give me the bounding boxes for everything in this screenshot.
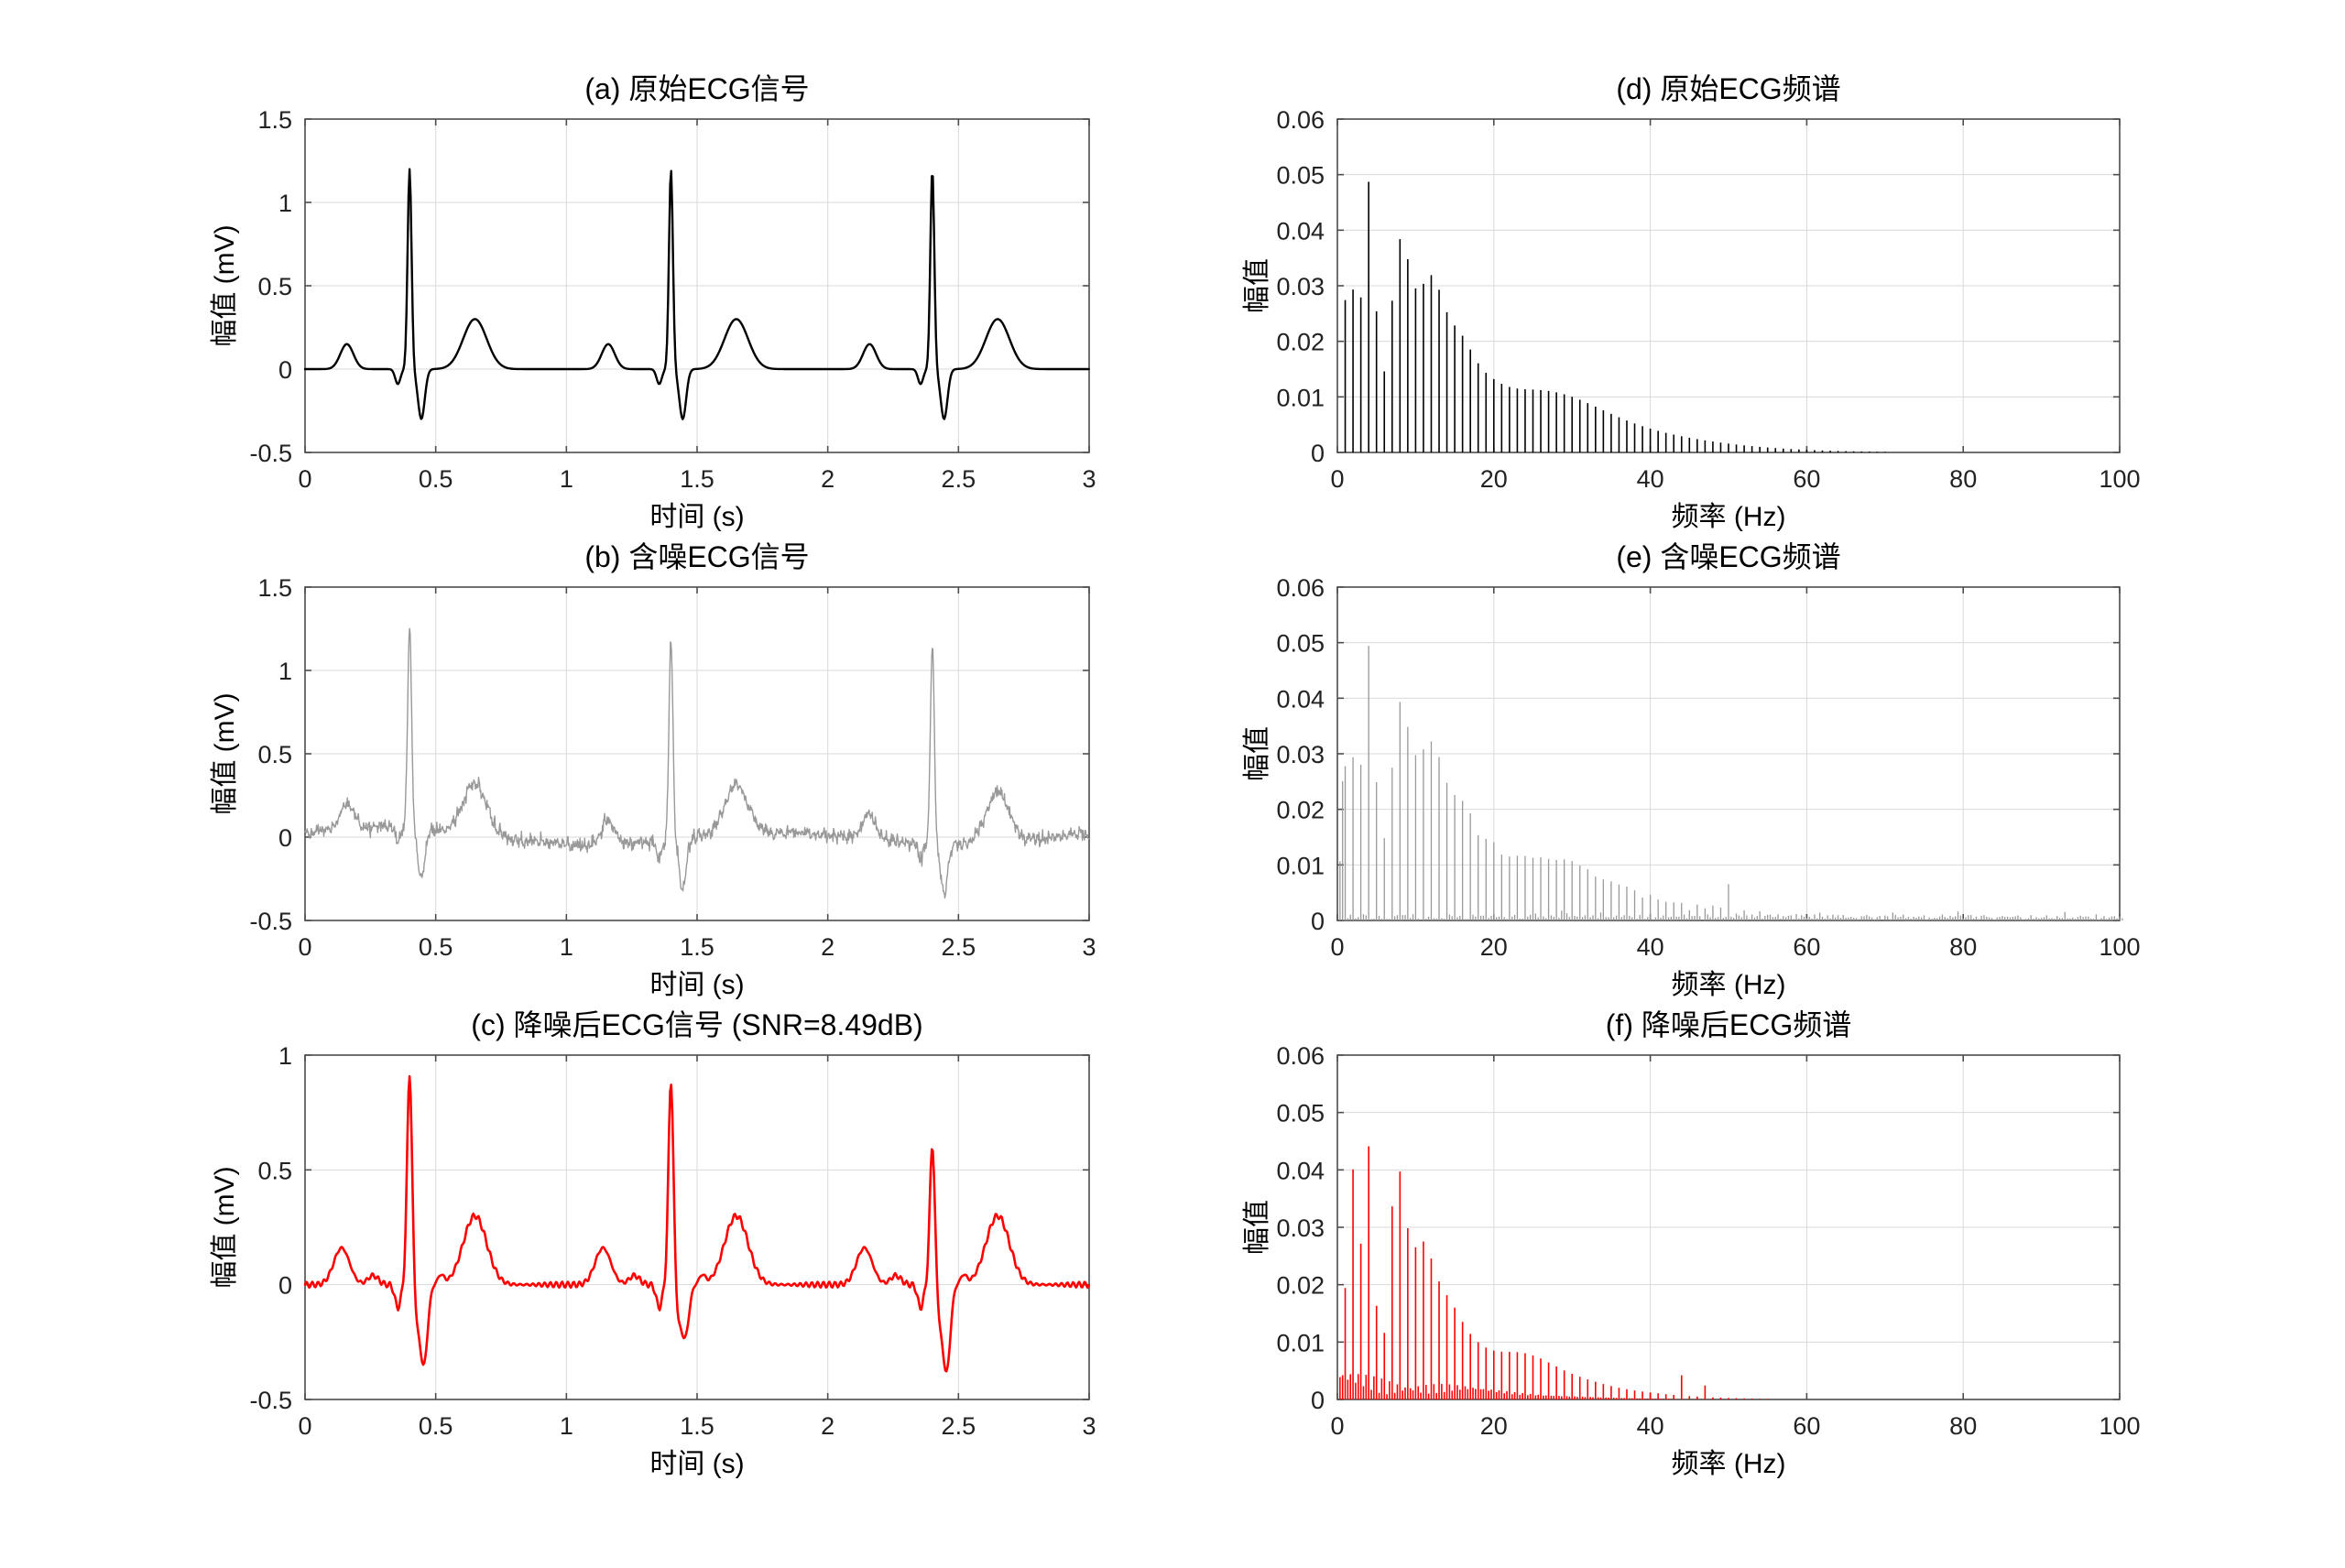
svg-text:0.03: 0.03 (1276, 273, 1325, 300)
svg-text:0: 0 (278, 356, 292, 384)
svg-text:0.04: 0.04 (1276, 217, 1325, 245)
svg-text:0.5: 0.5 (419, 1412, 453, 1440)
svg-text:20: 20 (1480, 1412, 1508, 1440)
svg-text:频率 (Hz): 频率 (Hz) (1672, 970, 1786, 1000)
svg-text:0: 0 (298, 933, 311, 961)
svg-text:幅值 (mV): 幅值 (mV) (210, 224, 240, 346)
svg-text:(d) 原始ECG频谱: (d) 原始ECG频谱 (1616, 72, 1840, 105)
svg-text:1: 1 (560, 1412, 573, 1440)
svg-text:0.04: 0.04 (1276, 685, 1325, 713)
svg-text:0: 0 (1330, 465, 1344, 493)
svg-text:0.05: 0.05 (1276, 162, 1325, 190)
svg-text:1: 1 (278, 190, 292, 217)
svg-text:0: 0 (298, 1412, 311, 1440)
svg-text:0.5: 0.5 (257, 741, 292, 768)
svg-text:60: 60 (1793, 465, 1820, 493)
svg-text:时间 (s): 时间 (s) (649, 1449, 744, 1479)
svg-text:1: 1 (278, 658, 292, 685)
svg-text:频率 (Hz): 频率 (Hz) (1672, 1449, 1786, 1479)
svg-text:-0.5: -0.5 (249, 908, 292, 935)
svg-text:幅值: 幅值 (1242, 258, 1272, 313)
svg-text:幅值: 幅值 (1242, 1200, 1272, 1255)
svg-text:时间 (s): 时间 (s) (649, 502, 744, 532)
svg-text:0.02: 0.02 (1276, 797, 1325, 824)
svg-text:0: 0 (278, 1272, 292, 1300)
svg-text:时间 (s): 时间 (s) (649, 970, 744, 1000)
svg-text:2: 2 (821, 933, 834, 961)
svg-text:40: 40 (1637, 465, 1664, 493)
svg-text:3: 3 (1082, 465, 1096, 493)
svg-text:2: 2 (821, 465, 834, 493)
svg-text:幅值: 幅值 (1242, 726, 1272, 781)
svg-text:80: 80 (1949, 465, 1977, 493)
svg-text:-0.5: -0.5 (249, 440, 292, 467)
svg-text:1: 1 (560, 465, 573, 493)
svg-text:0.02: 0.02 (1276, 1272, 1325, 1300)
svg-text:2.5: 2.5 (942, 465, 976, 493)
svg-text:1: 1 (560, 933, 573, 961)
svg-text:0.01: 0.01 (1276, 384, 1325, 411)
svg-text:0.01: 0.01 (1276, 852, 1325, 879)
svg-text:60: 60 (1793, 1412, 1820, 1440)
svg-text:0.06: 0.06 (1276, 106, 1325, 134)
svg-text:100: 100 (2099, 465, 2140, 493)
svg-text:0.5: 0.5 (257, 1157, 292, 1184)
svg-text:幅值 (mV): 幅值 (mV) (210, 692, 240, 814)
svg-text:0.03: 0.03 (1276, 1214, 1325, 1242)
svg-text:(a) 原始ECG信号: (a) 原始ECG信号 (584, 72, 809, 105)
svg-text:0.04: 0.04 (1276, 1157, 1325, 1184)
svg-text:(f) 降噪后ECG频谱: (f) 降噪后ECG频谱 (1606, 1008, 1851, 1041)
svg-text:20: 20 (1480, 465, 1508, 493)
svg-text:频率 (Hz): 频率 (Hz) (1672, 502, 1786, 532)
svg-text:0.5: 0.5 (419, 465, 453, 493)
svg-text:(c) 降噪后ECG信号 (SNR=8.49dB): (c) 降噪后ECG信号 (SNR=8.49dB) (471, 1008, 922, 1041)
svg-text:0.5: 0.5 (419, 933, 453, 961)
svg-text:0: 0 (278, 824, 292, 852)
svg-text:0: 0 (1330, 933, 1344, 961)
svg-text:100: 100 (2099, 1412, 2140, 1440)
svg-text:0: 0 (298, 465, 311, 493)
svg-text:0: 0 (1311, 440, 1325, 467)
svg-text:1.5: 1.5 (680, 933, 714, 961)
svg-text:40: 40 (1637, 1412, 1664, 1440)
svg-text:1: 1 (278, 1042, 292, 1070)
svg-text:2: 2 (821, 1412, 834, 1440)
svg-text:40: 40 (1637, 933, 1664, 961)
svg-text:-0.5: -0.5 (249, 1387, 292, 1414)
svg-text:60: 60 (1793, 933, 1820, 961)
svg-text:0.02: 0.02 (1276, 329, 1325, 356)
svg-text:(b) 含噪ECG信号: (b) 含噪ECG信号 (584, 540, 809, 573)
svg-text:1.5: 1.5 (257, 106, 292, 134)
svg-text:80: 80 (1949, 933, 1977, 961)
svg-text:1.5: 1.5 (257, 574, 292, 602)
svg-text:0: 0 (1330, 1412, 1344, 1440)
svg-text:100: 100 (2099, 933, 2140, 961)
svg-text:0.06: 0.06 (1276, 1042, 1325, 1070)
svg-text:幅值 (mV): 幅值 (mV) (210, 1166, 240, 1288)
svg-text:80: 80 (1949, 1412, 1977, 1440)
svg-text:0.05: 0.05 (1276, 630, 1325, 658)
svg-text:0.5: 0.5 (257, 273, 292, 300)
svg-text:(e) 含噪ECG频谱: (e) 含噪ECG频谱 (1616, 540, 1840, 573)
svg-text:0: 0 (1311, 1387, 1325, 1414)
svg-text:1.5: 1.5 (680, 1412, 714, 1440)
svg-text:2.5: 2.5 (942, 933, 976, 961)
svg-text:3: 3 (1082, 933, 1096, 961)
svg-text:20: 20 (1480, 933, 1508, 961)
svg-text:2.5: 2.5 (942, 1412, 976, 1440)
svg-text:0.03: 0.03 (1276, 741, 1325, 768)
svg-text:0.06: 0.06 (1276, 574, 1325, 602)
svg-text:0.05: 0.05 (1276, 1100, 1325, 1127)
svg-text:1.5: 1.5 (680, 465, 714, 493)
svg-text:3: 3 (1082, 1412, 1096, 1440)
svg-text:0.01: 0.01 (1276, 1329, 1325, 1356)
svg-text:0: 0 (1311, 908, 1325, 935)
